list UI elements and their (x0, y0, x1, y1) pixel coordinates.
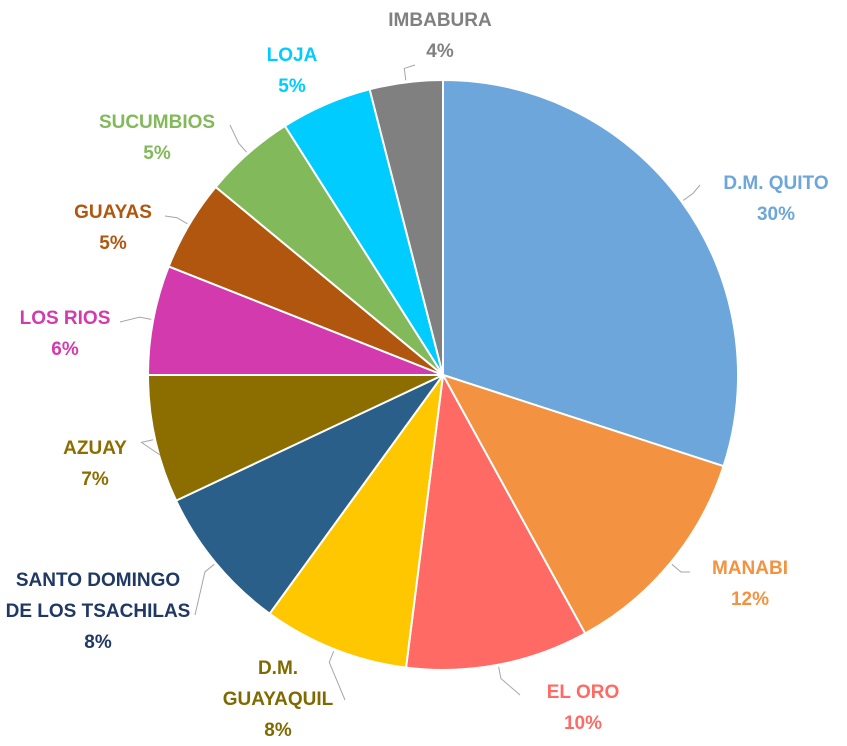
label-value: 5% (278, 76, 306, 97)
label-value: 6% (51, 339, 79, 360)
label-name: SANTO DOMINGO DE LOS TSACHILAS (5, 570, 191, 622)
leader-line (164, 215, 188, 225)
label-value: 8% (84, 632, 112, 653)
label-name: D.M. QUITO (723, 173, 829, 194)
data-label: GUAYAS 5% (53, 197, 173, 259)
label-value: 12% (730, 589, 770, 610)
data-label: D.M. QUITO 30% (696, 168, 847, 230)
label-name: LOJA (266, 45, 318, 66)
label-name: GUAYAS (74, 202, 152, 223)
label-value: 8% (264, 720, 292, 741)
label-name: IMBABURA (388, 10, 492, 31)
data-label: LOJA 5% (242, 40, 342, 102)
leader-line (328, 650, 346, 701)
label-name: AZUAY (63, 438, 127, 459)
leader-line (140, 439, 161, 456)
data-label: SUCUMBIOS 5% (82, 107, 232, 169)
data-label: EL ORO 10% (523, 677, 643, 739)
pie-slice (146, 374, 444, 502)
data-label: MANABI 12% (690, 553, 810, 615)
leader-line (682, 184, 701, 201)
label-value: 7% (81, 469, 109, 490)
data-label: IMBABURA 4% (370, 5, 510, 67)
leader-line (194, 563, 215, 616)
leader-line (403, 64, 416, 81)
pie-slice (368, 78, 444, 376)
leader-line (119, 316, 152, 323)
data-label: LOS RIOS 6% (5, 303, 125, 365)
data-label: D.M. GUAYAQUIL 8% (203, 653, 353, 746)
label-name: MANABI (712, 558, 788, 579)
pie-slice (268, 374, 444, 669)
label-value: 5% (143, 143, 171, 164)
label-name: LOS RIOS (19, 308, 111, 329)
leader-line (671, 563, 691, 573)
pie-slice (404, 371, 587, 671)
label-value: 10% (563, 713, 603, 734)
leader-line (498, 666, 521, 696)
label-value: 4% (426, 41, 454, 62)
label-value: 5% (99, 233, 127, 254)
leader-line (229, 124, 247, 153)
data-label: AZUAY 7% (35, 433, 155, 495)
data-label: SANTO DOMINGO DE LOS TSACHILAS 8% (3, 565, 193, 658)
pie-slice (174, 374, 444, 616)
label-name: EL ORO (546, 682, 620, 703)
label-name: SUCUMBIOS (98, 112, 216, 133)
pie-slice (440, 373, 725, 635)
label-value: 30% (756, 204, 796, 225)
label-name: D.M. GUAYAQUIL (222, 658, 334, 710)
pie-slice (442, 78, 739, 468)
